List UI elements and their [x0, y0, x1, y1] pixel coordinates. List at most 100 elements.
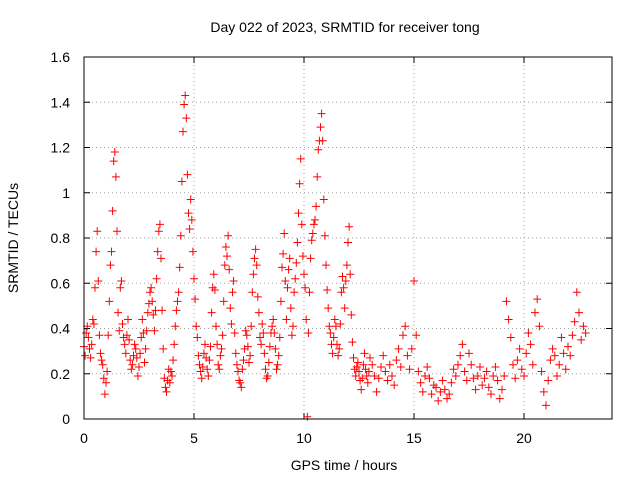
data-point — [394, 344, 403, 353]
data-point — [109, 157, 118, 166]
data-point — [329, 333, 338, 342]
data-point — [548, 344, 557, 353]
data-point — [223, 252, 231, 261]
data-point — [557, 333, 566, 342]
data-point — [231, 349, 240, 358]
data-point — [293, 238, 302, 247]
data-point — [260, 349, 269, 358]
data-point — [130, 340, 139, 349]
data-point — [273, 360, 282, 369]
data-point — [165, 378, 174, 387]
data-point — [553, 372, 561, 381]
data-point — [414, 367, 423, 376]
data-point — [360, 349, 369, 358]
data-point — [251, 245, 260, 254]
data-point — [473, 372, 482, 381]
data-point — [99, 374, 108, 383]
data-point — [126, 356, 135, 365]
data-point — [279, 249, 288, 258]
data-point — [535, 322, 544, 331]
data-point — [313, 172, 322, 181]
data-point — [186, 195, 195, 204]
y-tick-label: 1.2 — [51, 140, 71, 156]
data-point — [339, 283, 348, 292]
data-point — [345, 222, 354, 231]
data-point — [295, 179, 304, 188]
data-point — [429, 381, 438, 390]
data-point — [330, 315, 339, 324]
data-point — [236, 378, 245, 387]
data-point — [103, 367, 112, 376]
x-tick-label: 0 — [80, 430, 88, 446]
data-point — [368, 360, 377, 369]
data-point — [261, 365, 270, 374]
data-point — [284, 265, 293, 274]
data-point — [185, 224, 194, 233]
data-point — [148, 297, 157, 306]
data-point — [280, 229, 289, 238]
data-point — [374, 374, 383, 383]
data-point — [308, 229, 317, 238]
data-point — [577, 335, 586, 344]
data-point — [287, 331, 296, 340]
data-point — [128, 360, 137, 369]
data-point — [401, 322, 410, 331]
data-point — [311, 215, 319, 224]
data-point — [177, 177, 186, 186]
data-point — [460, 367, 469, 376]
data-point — [135, 362, 143, 371]
data-point — [107, 247, 116, 256]
x-tick-label: 5 — [190, 430, 198, 446]
data-point — [300, 270, 308, 279]
data-point — [425, 374, 434, 383]
data-point — [221, 243, 230, 252]
data-point — [97, 356, 106, 365]
y-tick-label: 0.2 — [51, 366, 71, 382]
data-point — [502, 297, 511, 306]
data-point — [210, 286, 219, 295]
data-point — [265, 342, 274, 351]
x-tick-label: 10 — [296, 430, 312, 446]
data-point — [319, 195, 328, 204]
data-point — [95, 331, 104, 340]
data-point — [238, 365, 247, 374]
data-point — [173, 297, 182, 306]
data-point — [306, 254, 315, 263]
data-point — [206, 342, 215, 351]
data-point — [183, 170, 192, 179]
data-point — [292, 258, 301, 267]
data-point — [241, 326, 250, 335]
data-point — [495, 394, 504, 403]
tick-layer: 0 5 10 15 20 0 0.2 0.4 0.6 0.8 1 1.2 1.4 1.6 — [51, 49, 612, 446]
data-point — [174, 288, 183, 297]
data-point — [447, 378, 456, 387]
data-point — [286, 304, 295, 313]
data-point — [335, 344, 344, 353]
data-point — [271, 344, 280, 353]
data-point — [283, 283, 292, 292]
data-point — [317, 109, 326, 118]
data-point — [366, 353, 374, 362]
x-tick-label: 20 — [516, 430, 532, 446]
data-point — [379, 351, 388, 360]
data-point — [515, 344, 524, 353]
data-point — [302, 315, 311, 324]
data-point — [191, 295, 200, 304]
data-point — [225, 265, 234, 274]
data-point — [320, 231, 329, 240]
data-point — [214, 360, 223, 369]
data-point — [383, 376, 392, 385]
data-point — [392, 356, 401, 365]
data-point — [131, 344, 140, 353]
data-point — [108, 206, 117, 215]
data-point — [83, 322, 92, 331]
data-point — [524, 329, 533, 338]
data-point — [102, 378, 110, 387]
data-point — [272, 365, 281, 374]
data-point — [338, 272, 347, 281]
data-point — [504, 315, 513, 324]
data-point — [209, 270, 218, 279]
data-point — [234, 367, 242, 376]
data-point — [246, 351, 255, 360]
